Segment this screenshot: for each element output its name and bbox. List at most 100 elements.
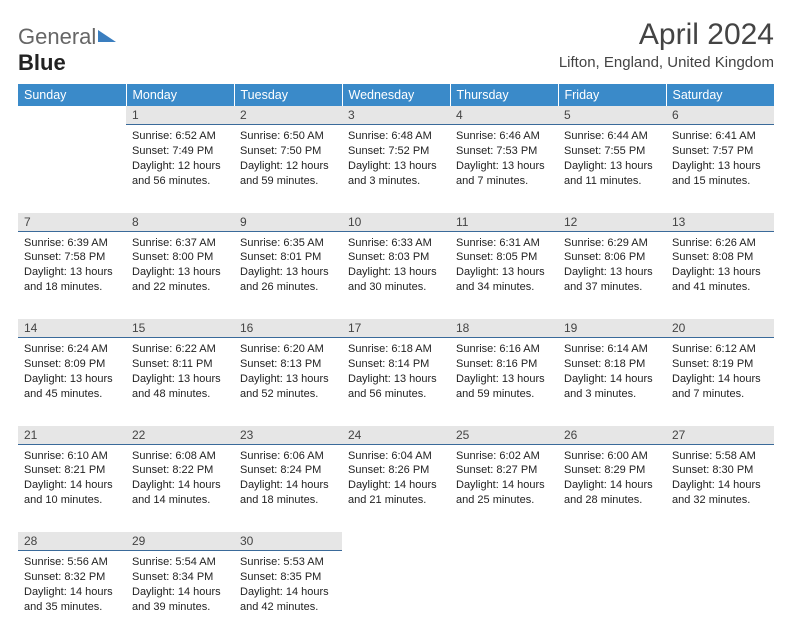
sunrise-line: Sunrise: 6:20 AM (240, 342, 336, 357)
sunset-line: Sunset: 8:32 PM (24, 570, 120, 585)
day-number-row: 123456 (18, 106, 774, 125)
sunrise-line: Sunrise: 6:12 AM (672, 342, 768, 357)
day-content-row: Sunrise: 5:56 AMSunset: 8:32 PMDaylight:… (18, 551, 774, 639)
daylight-line: Daylight: 13 hours and 52 minutes. (240, 372, 336, 402)
day-number-cell (342, 532, 450, 551)
day-number-cell: 3 (342, 106, 450, 125)
daylight-line: Daylight: 14 hours and 7 minutes. (672, 372, 768, 402)
sunset-line: Sunset: 7:50 PM (240, 144, 336, 159)
day-content-cell: Sunrise: 5:54 AMSunset: 8:34 PMDaylight:… (126, 551, 234, 639)
daylight-line: Daylight: 13 hours and 15 minutes. (672, 159, 768, 189)
sunrise-line: Sunrise: 6:08 AM (132, 449, 228, 464)
day-content-cell: Sunrise: 6:44 AMSunset: 7:55 PMDaylight:… (558, 125, 666, 213)
day-number-cell: 25 (450, 426, 558, 445)
day-number-cell: 27 (666, 426, 774, 445)
day-number-cell: 12 (558, 213, 666, 232)
day-content-cell: Sunrise: 6:37 AMSunset: 8:00 PMDaylight:… (126, 231, 234, 319)
sunset-line: Sunset: 8:18 PM (564, 357, 660, 372)
title-block: April 2024 Lifton, England, United Kingd… (559, 18, 774, 71)
daylight-line: Daylight: 14 hours and 25 minutes. (456, 478, 552, 508)
day-number-cell (18, 106, 126, 125)
day-content-cell: Sunrise: 5:58 AMSunset: 8:30 PMDaylight:… (666, 444, 774, 532)
sunset-line: Sunset: 8:06 PM (564, 250, 660, 265)
sunset-line: Sunset: 8:11 PM (132, 357, 228, 372)
day-content-cell: Sunrise: 6:04 AMSunset: 8:26 PMDaylight:… (342, 444, 450, 532)
day-content-cell: Sunrise: 6:35 AMSunset: 8:01 PMDaylight:… (234, 231, 342, 319)
sunset-line: Sunset: 8:00 PM (132, 250, 228, 265)
day-content-cell: Sunrise: 6:20 AMSunset: 8:13 PMDaylight:… (234, 338, 342, 426)
sunset-line: Sunset: 8:35 PM (240, 570, 336, 585)
day-number-cell: 13 (666, 213, 774, 232)
calendar-page: General Blue April 2024 Lifton, England,… (0, 0, 792, 639)
day-content-cell: Sunrise: 6:18 AMSunset: 8:14 PMDaylight:… (342, 338, 450, 426)
day-content-cell: Sunrise: 6:16 AMSunset: 8:16 PMDaylight:… (450, 338, 558, 426)
daylight-line: Daylight: 13 hours and 41 minutes. (672, 265, 768, 295)
daylight-line: Daylight: 13 hours and 37 minutes. (564, 265, 660, 295)
day-number-cell: 9 (234, 213, 342, 232)
sunrise-line: Sunrise: 6:33 AM (348, 236, 444, 251)
sunset-line: Sunset: 8:03 PM (348, 250, 444, 265)
day-content-cell: Sunrise: 6:26 AMSunset: 8:08 PMDaylight:… (666, 231, 774, 319)
day-number-cell: 23 (234, 426, 342, 445)
day-number-cell: 1 (126, 106, 234, 125)
sunset-line: Sunset: 8:29 PM (564, 463, 660, 478)
sunset-line: Sunset: 7:53 PM (456, 144, 552, 159)
sunrise-line: Sunrise: 6:02 AM (456, 449, 552, 464)
sunrise-line: Sunrise: 5:54 AM (132, 555, 228, 570)
daylight-line: Daylight: 13 hours and 11 minutes. (564, 159, 660, 189)
day-content-cell: Sunrise: 6:31 AMSunset: 8:05 PMDaylight:… (450, 231, 558, 319)
daylight-line: Daylight: 13 hours and 59 minutes. (456, 372, 552, 402)
daylight-line: Daylight: 14 hours and 18 minutes. (240, 478, 336, 508)
daylight-line: Daylight: 14 hours and 35 minutes. (24, 585, 120, 615)
sunset-line: Sunset: 7:58 PM (24, 250, 120, 265)
day-header: Saturday (666, 84, 774, 106)
sunrise-line: Sunrise: 6:14 AM (564, 342, 660, 357)
day-content-cell (450, 551, 558, 639)
day-content-cell: Sunrise: 6:41 AMSunset: 7:57 PMDaylight:… (666, 125, 774, 213)
day-number-cell: 8 (126, 213, 234, 232)
day-content-cell: Sunrise: 6:46 AMSunset: 7:53 PMDaylight:… (450, 125, 558, 213)
month-title: April 2024 (559, 18, 774, 52)
sunrise-line: Sunrise: 5:56 AM (24, 555, 120, 570)
logo-triangle-icon (98, 30, 116, 42)
day-content-row: Sunrise: 6:52 AMSunset: 7:49 PMDaylight:… (18, 125, 774, 213)
day-content-cell: Sunrise: 6:10 AMSunset: 8:21 PMDaylight:… (18, 444, 126, 532)
day-number-cell (558, 532, 666, 551)
day-number-row: 282930 (18, 532, 774, 551)
daylight-line: Daylight: 13 hours and 3 minutes. (348, 159, 444, 189)
day-content-cell: Sunrise: 6:50 AMSunset: 7:50 PMDaylight:… (234, 125, 342, 213)
sunrise-line: Sunrise: 6:52 AM (132, 129, 228, 144)
day-number-row: 21222324252627 (18, 426, 774, 445)
day-number-cell: 17 (342, 319, 450, 338)
day-header-row: SundayMondayTuesdayWednesdayThursdayFrid… (18, 84, 774, 106)
daylight-line: Daylight: 13 hours and 26 minutes. (240, 265, 336, 295)
day-number-cell: 24 (342, 426, 450, 445)
sunrise-line: Sunrise: 6:46 AM (456, 129, 552, 144)
day-header: Monday (126, 84, 234, 106)
daylight-line: Daylight: 12 hours and 56 minutes. (132, 159, 228, 189)
day-number-cell: 20 (666, 319, 774, 338)
sunset-line: Sunset: 8:16 PM (456, 357, 552, 372)
daylight-line: Daylight: 14 hours and 21 minutes. (348, 478, 444, 508)
day-content-cell: Sunrise: 6:02 AMSunset: 8:27 PMDaylight:… (450, 444, 558, 532)
day-content-cell: Sunrise: 5:56 AMSunset: 8:32 PMDaylight:… (18, 551, 126, 639)
sunset-line: Sunset: 8:13 PM (240, 357, 336, 372)
day-number-cell: 15 (126, 319, 234, 338)
day-header: Friday (558, 84, 666, 106)
daylight-line: Daylight: 13 hours and 7 minutes. (456, 159, 552, 189)
sunset-line: Sunset: 7:49 PM (132, 144, 228, 159)
sunset-line: Sunset: 8:26 PM (348, 463, 444, 478)
day-content-cell: Sunrise: 6:39 AMSunset: 7:58 PMDaylight:… (18, 231, 126, 319)
sunrise-line: Sunrise: 6:00 AM (564, 449, 660, 464)
header: General Blue April 2024 Lifton, England,… (18, 18, 774, 76)
sunrise-line: Sunrise: 6:26 AM (672, 236, 768, 251)
calendar-table: SundayMondayTuesdayWednesdayThursdayFrid… (18, 84, 774, 639)
day-content-cell: Sunrise: 6:52 AMSunset: 7:49 PMDaylight:… (126, 125, 234, 213)
sunset-line: Sunset: 8:01 PM (240, 250, 336, 265)
day-number-cell: 18 (450, 319, 558, 338)
sunset-line: Sunset: 8:30 PM (672, 463, 768, 478)
day-number-row: 78910111213 (18, 213, 774, 232)
day-number-row: 14151617181920 (18, 319, 774, 338)
sunrise-line: Sunrise: 6:31 AM (456, 236, 552, 251)
daylight-line: Daylight: 13 hours and 34 minutes. (456, 265, 552, 295)
